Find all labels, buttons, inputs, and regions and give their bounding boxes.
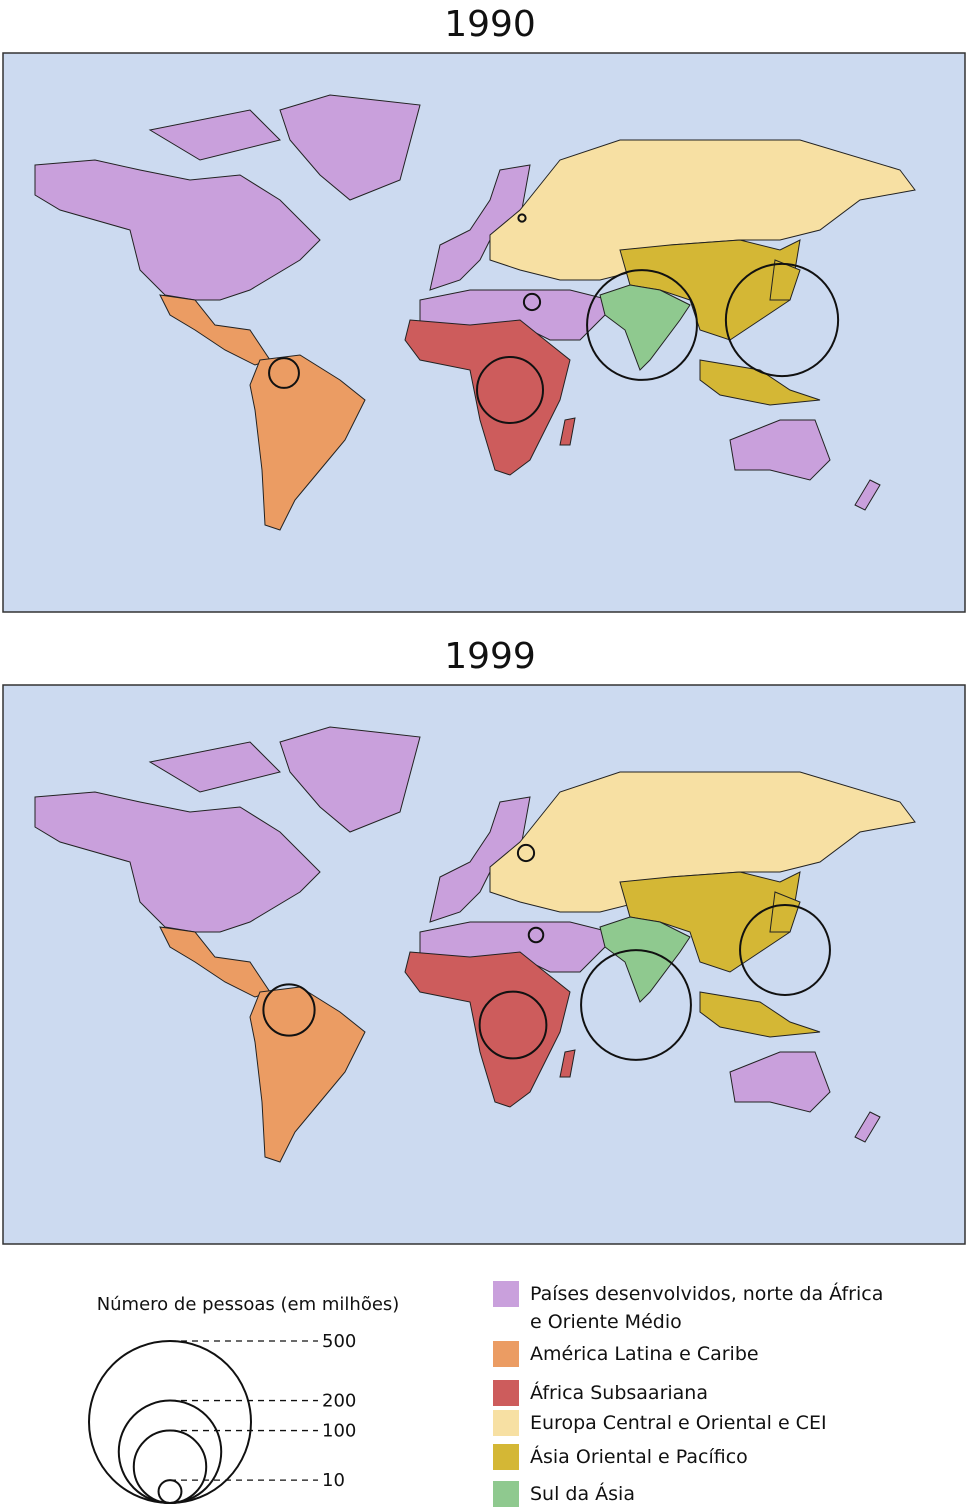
landmass	[769, 259, 801, 301]
poverty-circle	[478, 990, 548, 1060]
landmass	[404, 319, 571, 476]
landmass	[34, 159, 321, 301]
size-legend-title: Número de pessoas (em milhões)	[97, 1294, 400, 1315]
poverty-circle	[527, 926, 545, 944]
landmass	[34, 791, 321, 933]
landmass	[559, 1049, 576, 1078]
size-legend-circle	[157, 1479, 183, 1505]
landmass	[489, 139, 916, 281]
legend-swatch	[493, 1380, 519, 1406]
legend-swatch	[493, 1341, 519, 1367]
map-panel	[2, 684, 966, 1245]
landmass	[279, 94, 421, 201]
landmass	[279, 726, 421, 833]
poverty-circle	[516, 843, 536, 863]
poverty-circle	[268, 357, 300, 389]
size-legend-circle	[132, 1429, 208, 1505]
landmass	[599, 284, 691, 371]
poverty-circle	[580, 949, 692, 1061]
legend-label: África Subsaariana	[530, 1382, 708, 1404]
map-title: 1999	[444, 636, 536, 677]
landmass	[249, 354, 366, 531]
landmass	[559, 417, 576, 446]
landmass	[249, 986, 366, 1163]
size-legend-label: 200	[322, 1391, 356, 1412]
map-title: 1990	[444, 4, 536, 45]
legend-swatch	[493, 1481, 519, 1507]
landmass	[489, 771, 916, 913]
landmass	[699, 991, 821, 1038]
size-legend-circle	[117, 1399, 223, 1505]
poverty-circle	[586, 269, 698, 381]
landmass	[854, 479, 881, 511]
landmass	[854, 1111, 881, 1143]
legend-label: Ásia Oriental e Pacífico	[530, 1446, 748, 1468]
poverty-circle	[724, 262, 840, 378]
size-legend-label: 10	[322, 1470, 345, 1491]
size-legend-label: 100	[322, 1421, 356, 1442]
poverty-circle	[522, 292, 542, 312]
map-panel	[2, 52, 966, 613]
landmass	[729, 419, 831, 481]
landmass	[148, 741, 281, 793]
legend-swatch	[493, 1444, 519, 1470]
landmass	[148, 109, 281, 161]
poverty-circle	[475, 355, 545, 425]
landmass	[429, 164, 531, 291]
landmass	[729, 1051, 831, 1113]
size-legend-circle	[88, 1340, 252, 1504]
legend-swatch	[493, 1410, 519, 1436]
legend-label: Europa Central e Oriental e CEI	[530, 1412, 827, 1434]
landmass	[429, 796, 531, 923]
legend-swatch	[493, 1281, 519, 1307]
size-legend-label: 500	[322, 1331, 356, 1352]
landmass	[769, 891, 801, 933]
poverty-circle	[262, 983, 316, 1037]
poverty-circle	[517, 213, 527, 223]
legend-label: Países desenvolvidos, norte da África e …	[530, 1283, 884, 1333]
poverty-circle	[739, 904, 831, 996]
legend-label: Sul da Ásia	[530, 1483, 635, 1505]
landmass	[404, 951, 571, 1108]
legend-label: América Latina e Caribe	[530, 1343, 759, 1365]
